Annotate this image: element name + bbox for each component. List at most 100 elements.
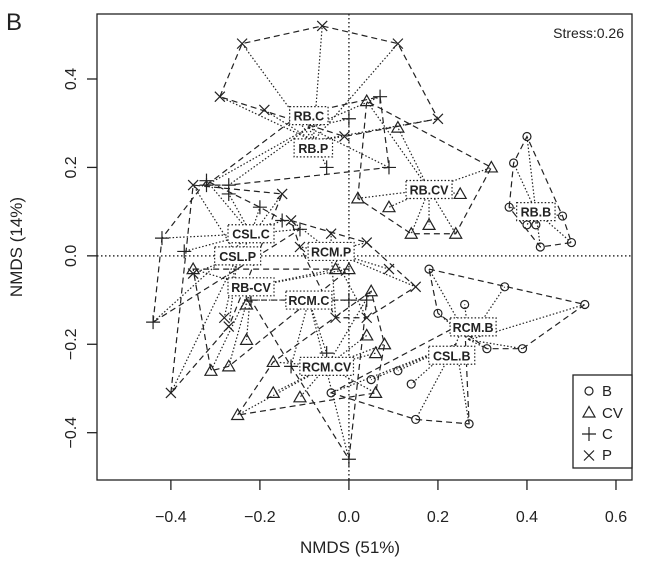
circle-marker [460,299,470,310]
triangle-marker [292,390,307,403]
data-point [319,160,334,175]
triangle-marker [404,226,419,239]
data-point [218,312,230,324]
cross-marker [339,131,350,142]
triangle-marker [368,345,383,359]
circle-marker [504,202,514,212]
x-tick-label: 0.0 [338,509,360,526]
data-point [221,359,236,372]
data-point [341,293,356,308]
group-label-box [289,106,329,126]
spider-line [250,268,350,288]
circle-marker [393,366,403,376]
data-point [236,38,248,50]
x-tick-label: 0.6 [605,509,627,526]
group-label: RCM.P [311,245,351,259]
data-point [484,160,499,173]
triangle-marker [230,407,245,421]
data-point [509,158,519,168]
spider-line [308,96,381,129]
triangle-marker [448,226,463,239]
group-hull [170,184,284,395]
group-label-box [285,290,333,310]
plot-frame [96,13,633,481]
data-point [165,387,177,399]
spider-line [326,365,376,394]
triangle-marker [350,191,365,204]
data-point [266,354,281,368]
group-label: CSL.B [433,349,471,363]
plus-marker [341,452,356,467]
spider-line [308,299,328,354]
plus-marker [582,427,596,441]
spider-line [250,219,283,235]
triangle-marker [203,363,218,376]
circle-marker [464,419,474,429]
group-label-box [227,224,275,244]
panel-label: B [6,9,22,36]
data-point [214,91,226,103]
data-point [448,226,463,239]
group-label: RB.C [294,110,325,124]
triangle-marker [368,385,383,399]
x-tick-label: 0.4 [516,509,538,526]
spider-line [192,184,239,257]
spider-line [428,189,457,235]
group-hull [357,100,493,235]
cross-marker [316,20,328,32]
data-point [381,199,397,213]
cross-marker [361,237,373,249]
spider-line [210,286,252,372]
data-point [258,104,270,116]
circle-marker [482,344,492,354]
triangle-marker [453,186,468,200]
group-label: RCM.CV [302,360,352,374]
circle-marker [411,414,421,425]
triangle-marker [484,160,499,173]
stress-annotation: Stress:0.26 [553,25,624,41]
data-point [292,390,307,403]
cross-marker [214,91,226,103]
spider-line [290,299,310,367]
group-hull [428,268,587,350]
cross-marker [218,312,230,324]
spider-line [192,268,252,288]
data-point [393,366,403,376]
legend-marker-b [584,386,594,396]
circle-marker [522,131,532,142]
data-point [276,188,288,200]
spider-line [206,127,310,186]
data-point [294,241,306,253]
group-label: RCM.C [288,294,329,308]
plus-marker [292,222,307,237]
data-point [377,337,392,350]
circle-marker [531,220,541,230]
group-label: CSL.P [219,250,256,264]
plus-marker [177,244,192,259]
spider-line [366,100,430,190]
data-point [359,328,374,341]
plus-marker [146,315,161,330]
group-label-box [405,179,453,200]
triangle-marker [359,93,374,107]
circle-marker [326,388,336,398]
spider-line [313,118,439,142]
data-point [266,385,281,399]
data-point [361,237,373,249]
group-label: RB.P [298,142,328,156]
spider-line [330,251,337,318]
y-tick-label: −0.2 [63,328,80,360]
spider-line [330,250,390,270]
data-point [410,281,422,293]
spider-line [264,109,314,142]
legend-marker-p [583,450,595,461]
triangle-marker [581,405,597,418]
plus-marker [284,359,299,374]
data-point [557,211,568,221]
legend-marker-cv [581,405,597,418]
data-point [361,312,373,324]
data-point [339,131,350,142]
data-point [432,113,444,125]
data-point [275,213,290,228]
spider-line [272,365,327,394]
